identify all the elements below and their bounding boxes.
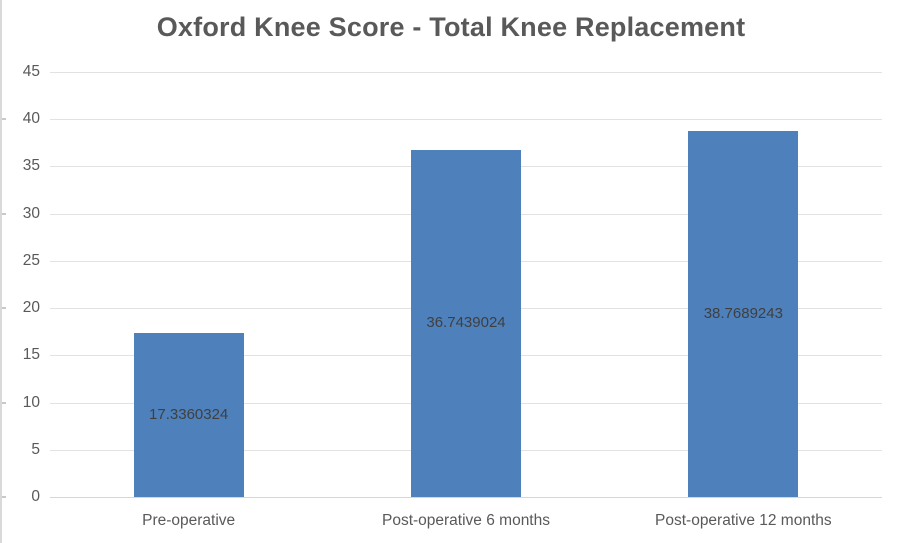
axis-tick: [2, 496, 6, 498]
gridline: [50, 497, 882, 498]
y-axis-tick-label: 40: [22, 110, 40, 128]
axis-tick: [2, 307, 6, 310]
y-axis-tick-label: 25: [22, 251, 40, 269]
gridline: [50, 119, 882, 121]
x-axis-category-label: Pre-operative: [142, 512, 236, 529]
chart-title: Oxford Knee Score - Total Knee Replaceme…: [156, 12, 746, 42]
bar: [688, 130, 799, 497]
y-axis-tick-label: 0: [31, 488, 40, 505]
bar-value-label: 38.7689243: [703, 304, 783, 322]
axis-tick: [2, 401, 6, 404]
x-axis-category-label: Post-operative 6 months: [381, 512, 550, 529]
y-axis-tick-label: 45: [22, 63, 40, 80]
y-axis-tick-label: 5: [31, 440, 40, 458]
bar-value-label: 36.7439024: [426, 314, 506, 332]
gridline: [50, 72, 882, 73]
y-axis-tick-label: 35: [22, 157, 40, 175]
x-axis-category-label: Post-operative 12 months: [655, 512, 832, 529]
bar: [411, 149, 521, 497]
y-axis-tick-label: 30: [22, 204, 40, 222]
bar: [133, 333, 244, 497]
y-axis-tick-label: 10: [22, 393, 40, 411]
y-axis-tick-label: 15: [22, 346, 40, 364]
axis-tick: [2, 118, 6, 121]
bar-value-label: 17.3360324: [149, 406, 229, 424]
axis-tick: [2, 212, 6, 215]
y-axis-tick-label: 20: [22, 299, 40, 317]
